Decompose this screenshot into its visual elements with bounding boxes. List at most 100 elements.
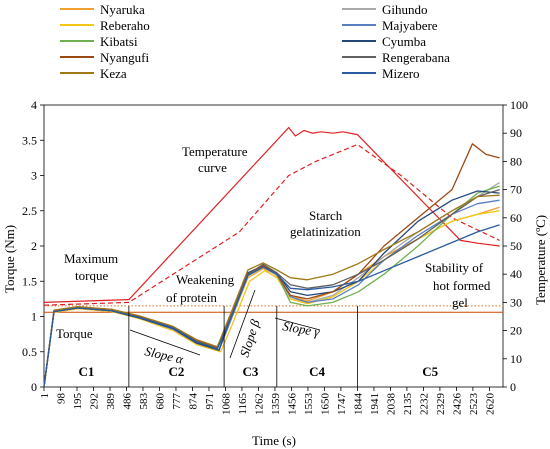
series-line-mizero <box>43 224 500 388</box>
x-axis-title: Time (s) <box>252 433 296 448</box>
legend-label: Keza <box>100 66 127 81</box>
x-tick-label: 2620 <box>484 393 496 416</box>
y-right-tick-label: 70 <box>510 183 522 197</box>
y-right-tick-label: 10 <box>510 352 522 366</box>
x-tick-label: 2329 <box>435 393 447 416</box>
annotation-slope-gamma: Slope γ <box>281 318 321 339</box>
y-left-tick-label: 2 <box>31 239 37 253</box>
y-right-tick-label: 30 <box>510 295 522 309</box>
series-line-keza <box>43 194 500 388</box>
y-right-tick-label: 90 <box>510 126 522 140</box>
temperature-curve-dashed <box>43 143 500 306</box>
legend: Nyaruka Gihundo Reberaho Majyabere Kibatsi Cy… <box>60 2 450 81</box>
series-line-kibatsi <box>43 185 500 388</box>
legend-label: Cyumba <box>382 34 426 49</box>
legend-label: Gihundo <box>382 2 428 17</box>
legend-label: Nyaruka <box>100 2 145 17</box>
phase-label-c4: C4 <box>309 364 325 379</box>
annotation-starch-line1: Starch <box>309 208 343 223</box>
y-right-tick-label: 100 <box>510 98 528 112</box>
x-tick-label: 777 <box>171 393 183 410</box>
x-tick-label: 2426 <box>451 393 463 416</box>
y-left-tick-label: 0 <box>31 380 37 394</box>
annotation-starch-line2: gelatinization <box>290 224 361 239</box>
y-left-tick-label: 3 <box>31 169 37 183</box>
x-tick-label: 1747 <box>336 393 348 416</box>
x-tick-label: 1 <box>39 393 51 399</box>
y-left-tick-label: 2.5 <box>22 204 37 218</box>
x-tick-label: 874 <box>188 393 200 410</box>
torque-series <box>43 143 500 388</box>
legend-label: Mizero <box>382 66 420 81</box>
annotation-torque: Torque <box>56 326 93 341</box>
x-tick-label: 1553 <box>303 393 315 416</box>
y-axis-right-title: Temperature (ºC) <box>533 215 548 305</box>
legend-label: Majyabere <box>382 18 438 33</box>
y-right-tick-label: 40 <box>510 267 522 281</box>
plot-frame <box>43 104 504 388</box>
axes: 00.511.522.533.5401020304050607080901001… <box>22 98 528 415</box>
x-tick-label: 971 <box>204 393 216 410</box>
phase-separators <box>128 305 358 387</box>
series-line-reberaho <box>43 210 500 388</box>
temperature-curve-solid <box>43 126 500 303</box>
x-tick-label: 1165 <box>237 393 249 415</box>
x-tick-label: 292 <box>89 393 101 410</box>
x-tick-label: 1844 <box>352 393 364 416</box>
x-tick-label: 2523 <box>468 393 480 416</box>
y-left-tick-label: 0.5 <box>22 345 37 359</box>
series-line-rengerabana <box>43 188 500 388</box>
phase-labels: C1 C2 C3 C4 C5 <box>78 364 438 379</box>
phase-label-c1: C1 <box>78 364 94 379</box>
annotation-max-torque-line2: torque <box>75 268 108 283</box>
x-tick-label: 1359 <box>270 393 282 416</box>
x-tick-label: 1456 <box>286 393 298 416</box>
y-left-tick-label: 4 <box>31 98 37 112</box>
x-tick-label: 195 <box>72 393 84 410</box>
arrow-slope-beta <box>229 289 256 359</box>
annotation-stability-line3: gel <box>452 295 468 310</box>
y-right-tick-label: 50 <box>510 239 522 253</box>
annotation-max-torque-line1: Maximum <box>64 251 118 266</box>
series-line-cyumba <box>43 190 500 388</box>
x-tick-label: 486 <box>122 393 134 410</box>
y-left-tick-label: 3.5 <box>22 133 37 147</box>
annotations: Torque Maximum torque Weakening of prote… <box>56 144 491 367</box>
annotation-weakening-line1: Weakening <box>176 272 235 287</box>
y-axis-left-title: Torque (Nm) <box>2 225 17 293</box>
legend-label: Rengerabana <box>382 50 450 65</box>
legend-label: Nyangufi <box>100 50 149 65</box>
legend-label: Kibatsi <box>100 34 138 49</box>
legend-label: Reberaho <box>100 18 150 33</box>
phase-label-c2: C2 <box>169 364 185 379</box>
y-left-tick-label: 1.5 <box>22 274 37 288</box>
annotation-arrows <box>129 289 321 359</box>
y-right-tick-label: 60 <box>510 211 522 225</box>
arrow-slope-alpha <box>129 329 201 356</box>
x-tick-label: 1262 <box>253 393 265 415</box>
x-tick-label: 680 <box>155 393 167 410</box>
y-right-tick-label: 80 <box>510 154 522 168</box>
series-line-majyabere <box>43 199 500 388</box>
x-tick-label: 1068 <box>221 393 233 416</box>
x-tick-label: 2232 <box>418 393 430 415</box>
annotation-temperature-line1: Temperature <box>182 144 248 159</box>
x-tick-label: 2038 <box>385 393 397 416</box>
x-tick-label: 1650 <box>319 393 331 416</box>
x-tick-label: 98 <box>56 393 68 405</box>
x-tick-label: 583 <box>138 393 150 410</box>
annotation-temperature-line2: curve <box>198 160 227 175</box>
x-tick-label: 1941 <box>369 393 381 415</box>
y-right-tick-label: 20 <box>510 324 522 338</box>
temperature-curves <box>43 126 500 306</box>
annotation-stability-line1: Stability of <box>425 260 484 275</box>
annotation-stability-line2: hot formed <box>433 278 491 293</box>
y-right-tick-label: 0 <box>510 380 516 394</box>
phase-label-c5: C5 <box>422 364 438 379</box>
y-left-tick-label: 1 <box>31 310 37 324</box>
x-tick-label: 389 <box>105 393 117 410</box>
annotation-slope-beta: Slope β <box>237 317 263 359</box>
phase-label-c3: C3 <box>243 364 259 379</box>
annotation-weakening-line2: of protein <box>166 290 217 305</box>
